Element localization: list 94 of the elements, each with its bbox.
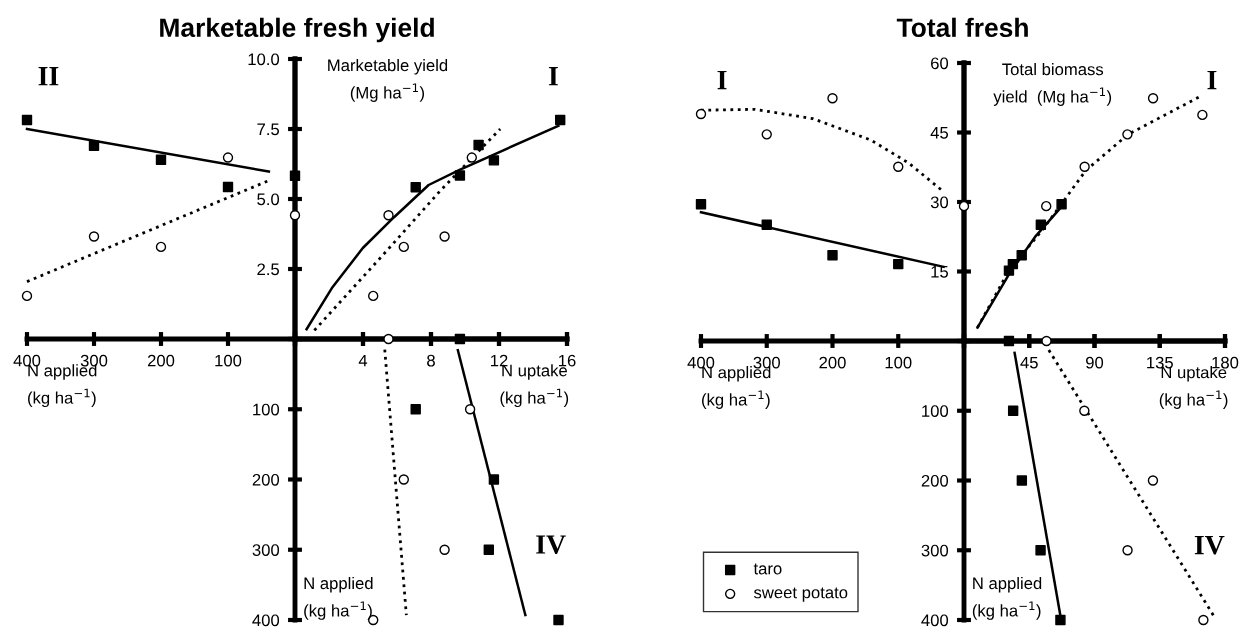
point	[383, 333, 394, 345]
point	[464, 404, 476, 415]
y-tick-label: 100	[253, 403, 280, 416]
annotation: I	[548, 67, 558, 86]
point	[398, 241, 409, 253]
y-tick-label: 5.0	[257, 193, 280, 206]
y-tick-label: 15	[931, 266, 949, 278]
point	[1079, 161, 1090, 172]
point	[473, 139, 484, 151]
x-tick-label: 100	[885, 356, 912, 369]
x-tick-label: 100	[215, 354, 242, 367]
y-axis-title: N applied (kg ha$^{−1}$)	[972, 576, 1042, 620]
annotation: I	[717, 70, 727, 90]
y-axis-title: Total biomass yield (Mg ha$^{−1}$)	[993, 63, 1112, 106]
point	[1056, 199, 1067, 210]
y-tick-label: 200	[921, 474, 949, 487]
point	[1035, 219, 1047, 230]
point	[958, 200, 970, 212]
y-tick-label: 300	[921, 544, 949, 557]
legend-label: sweet potato	[753, 587, 848, 602]
point	[1007, 258, 1019, 270]
point	[1007, 405, 1019, 416]
point	[695, 108, 707, 120]
annotation: IV	[536, 535, 566, 555]
point	[21, 114, 33, 126]
point	[488, 474, 500, 485]
point	[410, 404, 421, 415]
y-tick-label: 200	[252, 473, 280, 486]
x-tick-label: 8	[427, 354, 435, 367]
point	[1016, 250, 1027, 261]
point	[289, 170, 301, 181]
point	[1035, 545, 1046, 556]
x-tick-label: 4	[358, 354, 368, 367]
x-tick-label: 90	[1086, 356, 1104, 369]
point	[88, 140, 100, 151]
point	[893, 161, 904, 172]
point	[488, 155, 500, 166]
point	[827, 250, 838, 261]
point	[454, 170, 466, 181]
y-tick-label: 45	[930, 127, 949, 139]
point	[893, 258, 904, 270]
point	[439, 231, 450, 242]
point	[1041, 335, 1052, 347]
y-tick-label: 30	[930, 196, 949, 209]
annotation: IV	[1194, 535, 1225, 555]
point	[1197, 109, 1208, 121]
chart-title: Marketable fresh yield	[160, 17, 434, 43]
annotation: I	[1207, 70, 1217, 90]
point	[1147, 93, 1159, 104]
x-tick-label: 200	[819, 356, 846, 369]
point	[155, 241, 167, 253]
point	[222, 152, 234, 163]
point	[1079, 405, 1090, 416]
point	[88, 231, 100, 242]
point	[1016, 475, 1028, 486]
y-tick-label: 60	[931, 57, 949, 70]
point	[483, 544, 494, 555]
point	[289, 210, 301, 221]
point	[1003, 335, 1015, 347]
x-tick-label: 200	[147, 354, 175, 367]
point	[1147, 475, 1159, 486]
point	[466, 152, 477, 163]
point	[410, 182, 421, 193]
y-tick-label: 400	[252, 614, 280, 627]
point	[761, 219, 772, 230]
point	[1198, 614, 1209, 626]
point	[827, 93, 838, 104]
point	[398, 474, 409, 485]
y-tick-label: 10.0	[248, 53, 280, 66]
point	[454, 333, 466, 345]
point	[555, 114, 566, 126]
point	[383, 210, 394, 221]
y-tick-label: 100	[922, 405, 949, 417]
point	[553, 614, 564, 626]
annotation: II	[38, 67, 59, 86]
y-tick-label: 2.5	[257, 263, 280, 276]
point	[761, 129, 772, 140]
point	[1122, 545, 1133, 556]
point	[222, 181, 234, 193]
point	[368, 290, 379, 302]
point	[1055, 614, 1066, 626]
point	[1122, 129, 1133, 140]
point	[155, 154, 167, 165]
legend-label: taro	[753, 563, 782, 575]
y-tick-label: 400	[921, 614, 949, 627]
y-tick-label: 300	[252, 544, 280, 556]
x-tick-label: 45	[1020, 356, 1038, 369]
chart-title: Total fresh	[896, 17, 1028, 38]
point	[695, 199, 707, 210]
point	[439, 544, 450, 555]
point	[1041, 200, 1052, 212]
y-axis-title: Marketable yield (Mg ha$^{−1}$)	[328, 59, 448, 102]
y-tick-label: 7.5	[257, 123, 280, 136]
point	[21, 290, 33, 302]
